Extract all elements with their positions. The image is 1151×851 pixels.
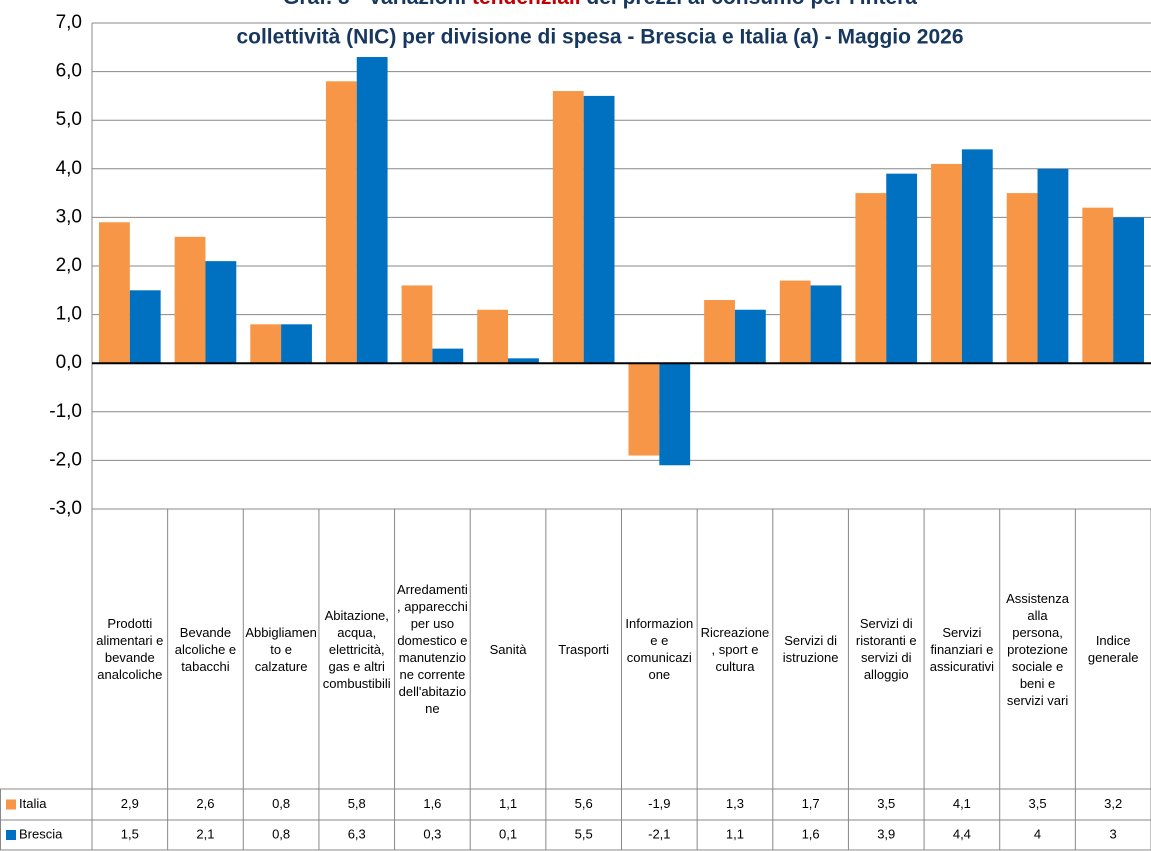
bar <box>961 149 993 364</box>
table-value: 3,2 <box>1104 796 1122 811</box>
y-tick-label: 4,0 <box>56 158 82 179</box>
bar <box>508 358 539 364</box>
table-value: 4 <box>1034 826 1041 841</box>
table-value: 0,8 <box>272 826 290 841</box>
y-tick-label: -3,0 <box>49 498 82 519</box>
table-value: 3,9 <box>877 826 895 841</box>
title-part: tendenziali <box>472 0 581 9</box>
bar <box>401 285 433 364</box>
bar <box>432 348 464 364</box>
table-value: 1,5 <box>121 826 139 841</box>
table-value: 3,5 <box>877 796 895 811</box>
bar <box>250 324 282 364</box>
x-tick-label: Servizi di ristoranti e servizi di allog… <box>855 616 917 682</box>
x-tick-label: Abbigliamento e calzature <box>245 624 317 674</box>
x-tick-label: Indice generale <box>1087 633 1139 665</box>
table-value: 4,4 <box>953 826 971 841</box>
bar <box>356 57 388 364</box>
table-value: 0,1 <box>499 826 517 841</box>
table-value: 1,1 <box>726 826 744 841</box>
bar <box>734 309 766 364</box>
table-value: -1,9 <box>648 796 670 811</box>
table-value: 3,5 <box>1028 796 1046 811</box>
bar <box>325 81 357 364</box>
y-tick-label: 7,0 <box>56 12 82 33</box>
y-tick-label: 6,0 <box>56 61 82 82</box>
bar <box>477 309 509 364</box>
x-tick-label: Sanità <box>489 641 527 657</box>
table-value: 2,1 <box>196 826 214 841</box>
x-tick-label: Prodotti alimentari e bevande analcolich… <box>96 616 164 682</box>
table-value: 1,6 <box>802 826 820 841</box>
bar <box>1113 217 1144 364</box>
bar <box>779 280 811 364</box>
x-tick-label: Assistenza alla persona, protezione soci… <box>1006 590 1069 708</box>
chart-title: Graf. 8 - Variazioni tendenziali dei pre… <box>283 0 917 9</box>
bar <box>1082 207 1114 364</box>
y-tick-label: 3,0 <box>56 206 82 227</box>
bar <box>583 95 615 364</box>
table-value: 1,7 <box>802 796 820 811</box>
x-tick-label: Ricreazione, sport e cultura <box>700 624 770 674</box>
table-value: 0,3 <box>423 826 441 841</box>
bar <box>628 363 660 456</box>
bar <box>205 261 237 364</box>
y-tick-label: -2,0 <box>49 449 82 470</box>
title-part: dei prezzi al consumo per l'intera <box>581 0 918 9</box>
table-value: 6,3 <box>348 826 366 841</box>
bar <box>99 222 130 364</box>
table-value: 1,1 <box>499 796 517 811</box>
x-tick-label: Abitazione, acqua, elettricità, gas e al… <box>322 607 391 691</box>
bar <box>855 193 887 364</box>
bar <box>174 236 206 364</box>
y-tick-label: -1,0 <box>49 401 82 422</box>
bar <box>281 324 312 364</box>
x-tick-label: Arredamenti, apparecchi per uso domestic… <box>396 582 468 716</box>
bar <box>1037 168 1069 364</box>
bar <box>1006 193 1038 364</box>
table-value: 2,6 <box>196 796 214 811</box>
x-tick-label: Trasporti <box>558 641 610 657</box>
x-tick-label: Servizi di istruzione <box>782 633 839 665</box>
table-value: 4,1 <box>953 796 971 811</box>
y-tick-label: 1,0 <box>56 304 82 325</box>
x-tick-label: Informazione e comunicazione <box>625 616 694 682</box>
bar <box>552 91 584 364</box>
table-value: 1,3 <box>726 796 744 811</box>
title-part: Graf. 8 - Variazioni <box>283 0 472 9</box>
table-value: 2,9 <box>121 796 139 811</box>
bar <box>704 300 735 364</box>
bar <box>129 290 161 364</box>
y-tick-label: 2,0 <box>56 255 82 276</box>
y-tick-label: 0,0 <box>56 352 82 373</box>
bar <box>659 363 691 466</box>
x-tick-label: Servizi finanziari e assicurativi <box>929 624 995 674</box>
legend-label: Brescia <box>19 826 63 841</box>
table-value: 5,6 <box>575 796 593 811</box>
table-value: 5,5 <box>575 826 593 841</box>
legend-swatch <box>6 830 16 840</box>
bar <box>810 285 842 364</box>
legend-label: Italia <box>19 796 47 811</box>
x-tick-label: Bevande alcoliche e tabacchi <box>174 624 237 674</box>
table-value: 1,6 <box>423 796 441 811</box>
bar <box>931 163 962 364</box>
chart-title: collettività (NIC) per divisione di spes… <box>236 26 963 49</box>
table-value: 5,8 <box>348 796 366 811</box>
bar <box>886 173 918 364</box>
y-tick-label: 5,0 <box>56 109 82 130</box>
legend-swatch <box>6 799 16 810</box>
table-value: 3 <box>1110 826 1117 841</box>
table-value: 0,8 <box>272 796 290 811</box>
table-value: -2,1 <box>648 826 670 841</box>
